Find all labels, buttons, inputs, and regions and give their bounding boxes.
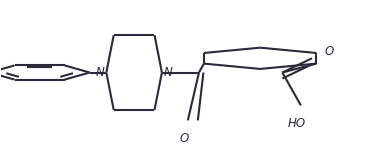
Text: O: O [325, 45, 334, 58]
Text: N: N [96, 66, 105, 79]
Text: O: O [180, 132, 189, 145]
Text: HO: HO [288, 117, 306, 130]
Text: N: N [164, 66, 173, 79]
